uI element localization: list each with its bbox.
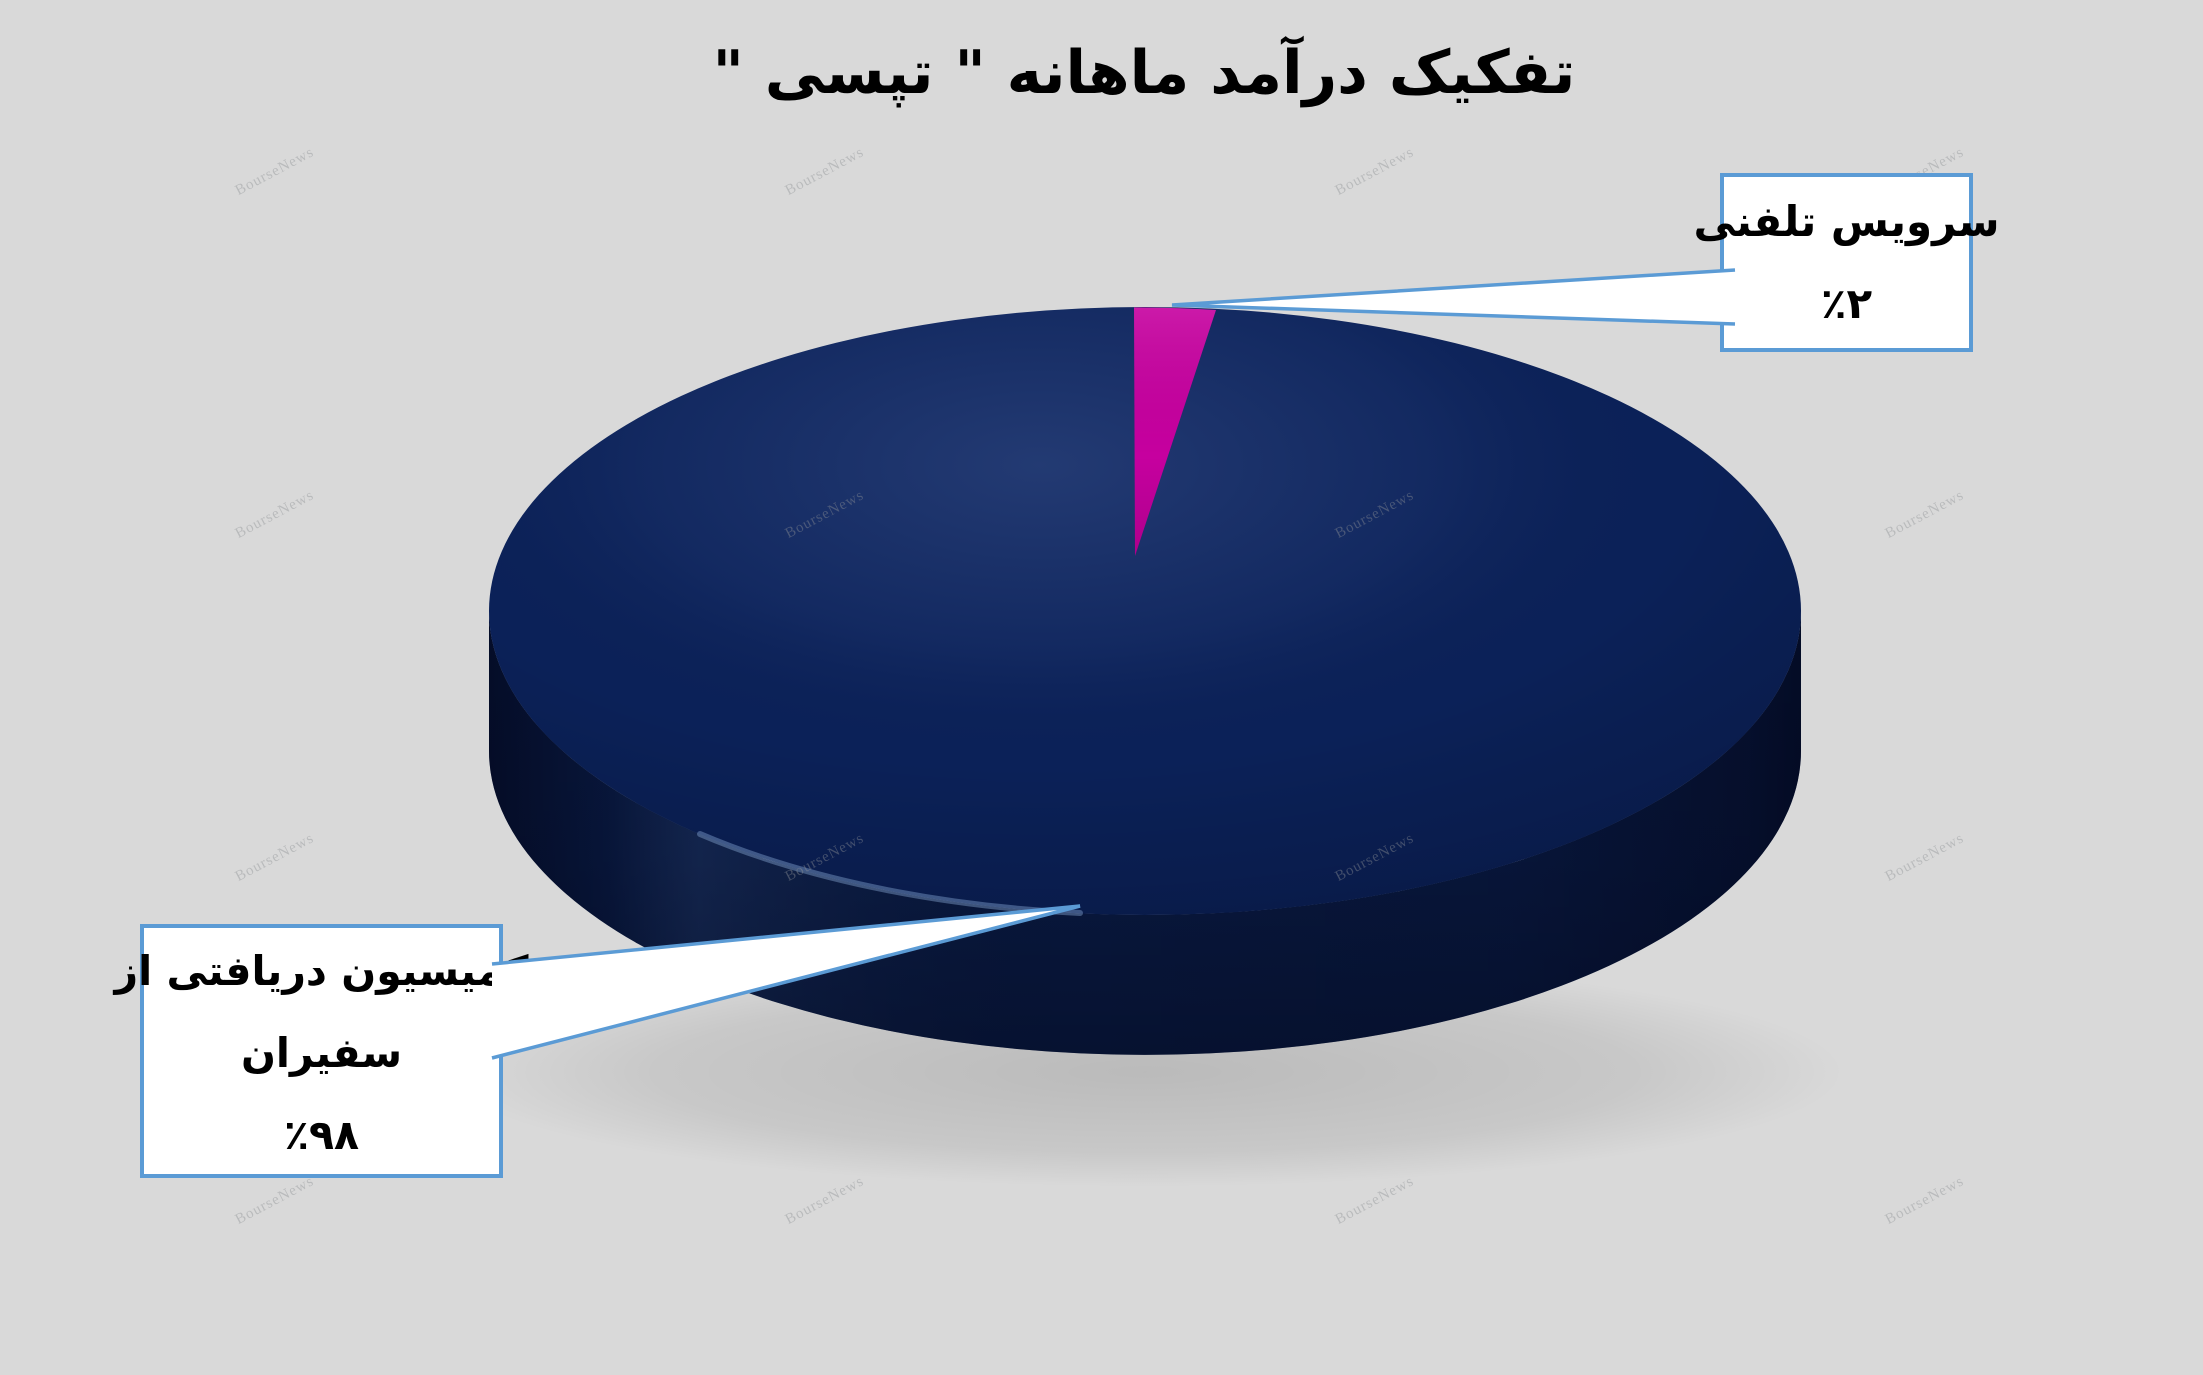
callout-phone-value: ٪۲ xyxy=(1820,278,1873,328)
callout-phone-label: سرویس تلفنی xyxy=(1693,196,2000,246)
chart-title: تفکیک درآمد ماهانه " تپسی " xyxy=(712,38,1576,108)
pie-top-shading xyxy=(489,307,1801,915)
callout-commission: کمیسیون دریافتی از سفیران ٪۹۸ xyxy=(115,924,528,1178)
callout-commission-label-1: کمیسیون دریافتی از xyxy=(114,947,529,995)
pie-slice-phone-shading xyxy=(1134,307,1216,556)
callout-commission-label-2: سفیران xyxy=(240,1029,403,1077)
callout-commission-value: ٪۹۸ xyxy=(283,1111,360,1159)
callout-phone-service: سرویس تلفنی ٪۲ xyxy=(1693,173,2000,352)
